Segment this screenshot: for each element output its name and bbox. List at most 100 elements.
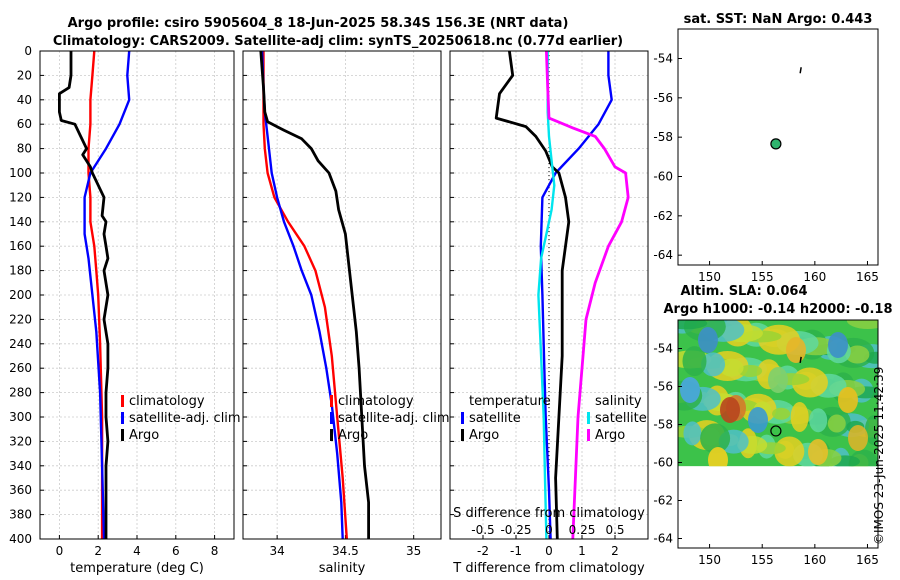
track-point-marker xyxy=(799,67,802,74)
y-tick-label: 100 xyxy=(9,166,32,180)
x-tick-label: 165 xyxy=(856,270,879,284)
series-line-argo xyxy=(259,50,371,539)
sla-heatmap xyxy=(678,320,878,467)
legend-swatch xyxy=(330,429,333,441)
legend-label: satellite-adj. clim xyxy=(338,411,450,426)
x-tick-label: 165 xyxy=(856,553,879,567)
legend-swatch xyxy=(121,395,124,407)
s-tick-label: -0.5 xyxy=(471,523,494,537)
y-tick-label: -56 xyxy=(653,91,673,105)
y-tick-label: 40 xyxy=(17,93,32,107)
y-tick-label: 160 xyxy=(9,239,32,253)
x-tick-label: 155 xyxy=(751,270,774,284)
x-tick-label: 34 xyxy=(269,544,284,558)
s-tick-label: -0.25 xyxy=(500,523,531,537)
legend-swatch xyxy=(330,395,333,407)
sla-title-2: Argo h1000: -0.14 h2000: -0.18 xyxy=(663,302,892,317)
y-tick-label: -58 xyxy=(653,418,673,432)
legend-label: climatology xyxy=(338,394,414,409)
float-position-marker xyxy=(770,138,782,150)
series-line-t-satellite xyxy=(539,51,613,540)
legend-label: satellite-adj. clim xyxy=(129,411,241,426)
sla-eddy xyxy=(808,439,828,465)
x-axis-label: salinity xyxy=(319,561,366,576)
x-tick-label: 150 xyxy=(698,270,721,284)
title-line-1: Argo profile: csiro 5905604_8 18-Jun-202… xyxy=(68,16,569,31)
series-line-s-satellite xyxy=(537,51,556,540)
y-tick-label: 120 xyxy=(9,190,32,204)
x-tick-label: -2 xyxy=(477,544,489,558)
sla-eddy xyxy=(708,447,728,467)
sla-blob xyxy=(846,320,878,329)
legend-label: climatology xyxy=(129,394,205,409)
x-tick-label: 4 xyxy=(133,544,141,558)
x-tick-label: 0 xyxy=(545,544,553,558)
sla-blob xyxy=(827,414,846,433)
y-tick-label: 0 xyxy=(24,44,32,58)
x-tick-label: 8 xyxy=(211,544,219,558)
legend-swatch xyxy=(121,412,124,424)
sla-blob xyxy=(682,346,707,377)
axes-frame xyxy=(449,50,649,540)
s-axis-label: S difference from climatology xyxy=(453,506,645,521)
y-tick-label: -62 xyxy=(653,209,673,223)
legend-label: Argo xyxy=(129,428,159,443)
s-tick-label: 0 xyxy=(545,523,553,537)
y-tick-label: 20 xyxy=(17,68,32,82)
y-tick-label: 60 xyxy=(17,117,32,131)
sla-blob xyxy=(774,436,805,467)
y-tick-label: -64 xyxy=(653,248,673,262)
track-point-marker xyxy=(799,356,802,364)
x-tick-label: 160 xyxy=(803,270,826,284)
x-tick-label: 150 xyxy=(698,553,721,567)
sla-eddy xyxy=(720,397,740,423)
legend-swatch xyxy=(587,412,590,424)
y-tick-label: 400 xyxy=(9,532,32,546)
y-tick-label: 180 xyxy=(9,264,32,278)
axes-frame xyxy=(242,50,442,540)
y-tick-label: 300 xyxy=(9,410,32,424)
x-tick-label: 155 xyxy=(751,553,774,567)
sla-blob xyxy=(701,352,726,377)
series-line-climatology xyxy=(87,50,104,539)
map-frame xyxy=(677,28,879,266)
x-tick-label: 0 xyxy=(56,544,64,558)
sla-blob xyxy=(719,358,744,377)
sla-eddy xyxy=(848,425,868,451)
legend-swatch xyxy=(587,429,590,441)
sla-map-panel: 150 155 160 165 -54 -56 -58 -60 -62 -64 xyxy=(653,319,879,567)
legend-swatch xyxy=(461,429,464,441)
series-line-satellite-adj-clim xyxy=(260,50,344,540)
series-line-climatology xyxy=(262,51,348,540)
legend-label: Argo xyxy=(469,428,499,443)
y-tick-label: 220 xyxy=(9,312,32,326)
y-tick-label: 240 xyxy=(9,337,32,351)
sla-blob xyxy=(683,421,702,446)
difference-panel: -2 -1 0 1 2 T difference from climatology S di… xyxy=(449,50,649,576)
y-tick-label: 140 xyxy=(9,215,32,229)
series-line-t-argo xyxy=(494,50,571,540)
sla-blob xyxy=(809,408,828,433)
axes-frame xyxy=(39,50,235,540)
sla-eddy xyxy=(786,337,806,363)
legend-swatch xyxy=(121,429,124,441)
salinity-panel: 34 34.5 35 salinity climatology satellite-adj… xyxy=(242,50,450,576)
series-line-argo xyxy=(58,51,110,539)
x-axis-label: T difference from climatology xyxy=(452,561,645,576)
sla-eddy xyxy=(838,387,858,413)
sla-blob xyxy=(845,345,870,364)
legend-swatch xyxy=(330,412,333,424)
sla-blob xyxy=(678,320,708,330)
y-tick-label: 360 xyxy=(9,483,32,497)
sla-eddy xyxy=(768,367,788,393)
y-tick-label: -62 xyxy=(653,494,673,508)
sla-blob xyxy=(864,415,878,446)
x-tick-label: 2 xyxy=(611,544,619,558)
legend-swatch xyxy=(461,412,464,424)
y-tick-label: -60 xyxy=(653,170,673,184)
y-tick-label: -54 xyxy=(653,342,673,356)
sla-eddy xyxy=(828,332,848,358)
legend-title-salinity: salinity xyxy=(595,394,642,409)
float-position-marker xyxy=(770,425,782,437)
y-tick-label: -54 xyxy=(653,52,673,66)
